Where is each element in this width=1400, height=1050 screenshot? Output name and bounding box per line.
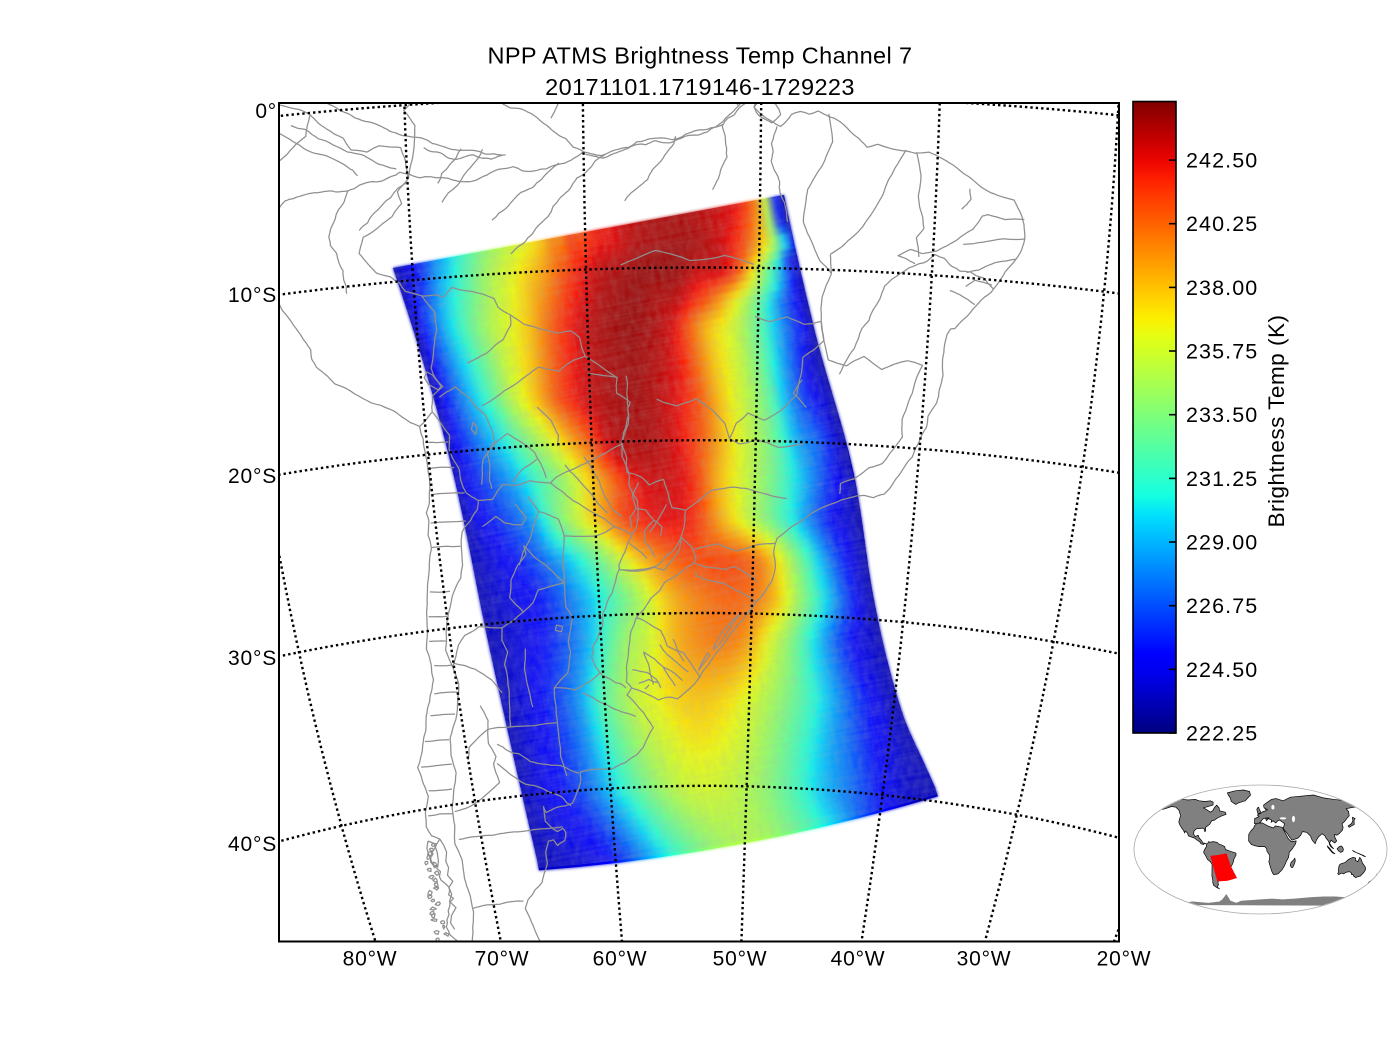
svg-text:Brightness Temp (K): Brightness Temp (K) bbox=[1264, 315, 1289, 528]
svg-text:20°S: 20°S bbox=[228, 465, 277, 488]
svg-text:238.00: 238.00 bbox=[1186, 276, 1258, 300]
svg-text:50°W: 50°W bbox=[713, 948, 768, 971]
svg-text:222.25: 222.25 bbox=[1186, 722, 1258, 746]
svg-text:70°W: 70°W bbox=[475, 948, 530, 971]
svg-text:224.50: 224.50 bbox=[1186, 658, 1258, 682]
svg-text:NPP ATMS Brightness Temp Chann: NPP ATMS Brightness Temp Channel 7 bbox=[487, 43, 912, 69]
svg-text:226.75: 226.75 bbox=[1186, 594, 1258, 618]
svg-text:10°S: 10°S bbox=[228, 284, 277, 307]
svg-text:30°W: 30°W bbox=[957, 948, 1012, 971]
svg-text:40°S: 40°S bbox=[228, 833, 277, 856]
svg-text:80°W: 80°W bbox=[343, 948, 398, 971]
svg-text:242.50: 242.50 bbox=[1186, 149, 1258, 173]
svg-text:30°S: 30°S bbox=[228, 647, 277, 670]
svg-text:40°W: 40°W bbox=[831, 948, 886, 971]
svg-text:240.25: 240.25 bbox=[1186, 212, 1258, 236]
svg-text:0°: 0° bbox=[255, 100, 277, 123]
svg-text:229.00: 229.00 bbox=[1186, 531, 1258, 555]
svg-text:20171101.1719146-1729223: 20171101.1719146-1729223 bbox=[545, 74, 855, 100]
svg-text:235.75: 235.75 bbox=[1186, 340, 1258, 364]
svg-text:20°W: 20°W bbox=[1097, 948, 1152, 971]
svg-text:233.50: 233.50 bbox=[1186, 403, 1258, 427]
svg-text:60°W: 60°W bbox=[593, 948, 648, 971]
svg-text:231.25: 231.25 bbox=[1186, 467, 1258, 491]
